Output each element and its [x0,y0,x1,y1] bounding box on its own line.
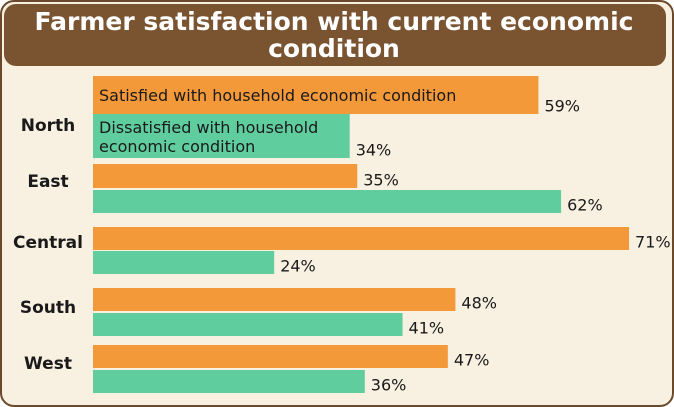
value-label: 36% [371,376,407,395]
bar [93,227,630,250]
bar [93,313,403,336]
value-label: 35% [363,171,399,190]
bar [93,114,350,158]
category-label: South [20,298,76,318]
value-label: 47% [454,351,490,370]
bar [93,251,275,274]
legend-label: Satisfied with household economic condit… [99,86,457,105]
value-label: 48% [461,294,497,313]
category-label: West [24,354,72,374]
category-label: East [27,172,68,192]
header: Farmer satisfaction with current economi… [4,4,666,66]
value-label: 24% [280,257,316,276]
value-label: 71% [635,233,671,252]
value-label: 34% [356,141,392,160]
value-label: 41% [409,319,445,338]
bar [93,190,562,213]
bar [93,76,539,114]
value-label: 62% [567,196,603,215]
chart-title: Farmer satisfaction with current economi… [34,7,634,63]
category-label: North [21,116,76,136]
bar [93,288,456,311]
bar [93,345,448,368]
legend-label: Dissatisfied with household economic con… [99,118,319,156]
category-label: Central [13,233,83,253]
bar [93,164,358,188]
bar [93,370,365,393]
value-label: 59% [544,97,580,116]
